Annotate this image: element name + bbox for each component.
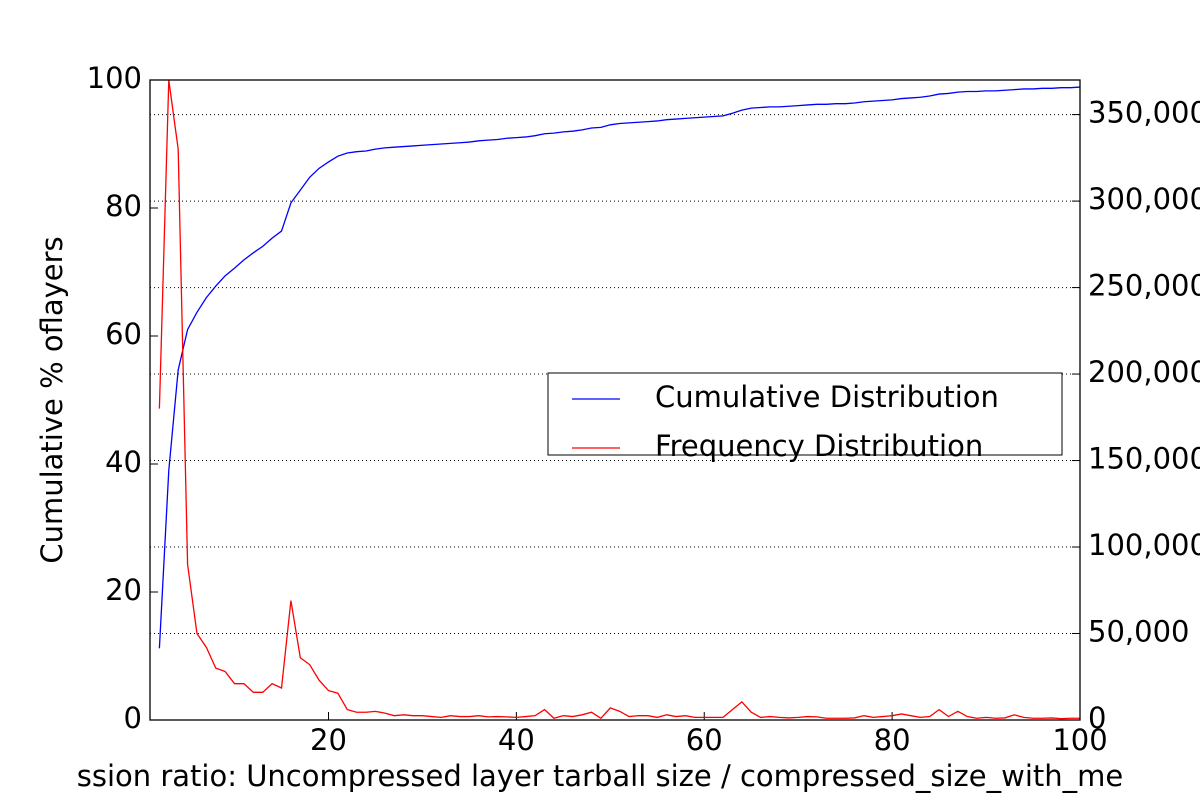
- y2-tick-label: 300,000: [1088, 182, 1200, 216]
- x-tick-label: 100: [1052, 723, 1107, 757]
- data-line: [158, 86, 1081, 649]
- y2-tick-label: 50,000: [1088, 615, 1189, 649]
- y2-tick-label: 150,000: [1088, 442, 1200, 476]
- x-axis-label: ssion ratio: Uncompressed layer tarball …: [77, 759, 1124, 793]
- y-tick-label: 60: [105, 317, 142, 351]
- legend-label: Cumulative Distribution: [655, 380, 999, 414]
- x-tick-label: 40: [498, 723, 535, 757]
- y-tick-label: 40: [105, 445, 142, 479]
- legend-label: Frequency Distribution: [655, 429, 983, 463]
- y-tick-label: 100: [87, 61, 142, 95]
- legend: Cumulative Distribution Frequency Distrib…: [547, 372, 1063, 463]
- y2-tick-label: 350,000: [1088, 96, 1200, 130]
- x-tick-label: 60: [686, 723, 723, 757]
- legend-box: [547, 372, 1063, 456]
- y2-tick-label: 0: [1088, 701, 1106, 735]
- y-tick-label: 0: [124, 701, 142, 735]
- y2-tick-label: 250,000: [1088, 269, 1200, 303]
- plot-frame: [149, 79, 1081, 721]
- y2-tick-label: 200,000: [1088, 355, 1200, 389]
- y-tick-label: 20: [105, 573, 142, 607]
- y2-tick-label: 100,000: [1088, 528, 1200, 562]
- y-tick-label: 80: [105, 189, 142, 223]
- x-tick-label: 80: [874, 723, 911, 757]
- data-line: [158, 79, 1080, 720]
- x-tick-label: 20: [310, 723, 347, 757]
- y-axis-label: Cumulative % oflayers: [35, 236, 69, 563]
